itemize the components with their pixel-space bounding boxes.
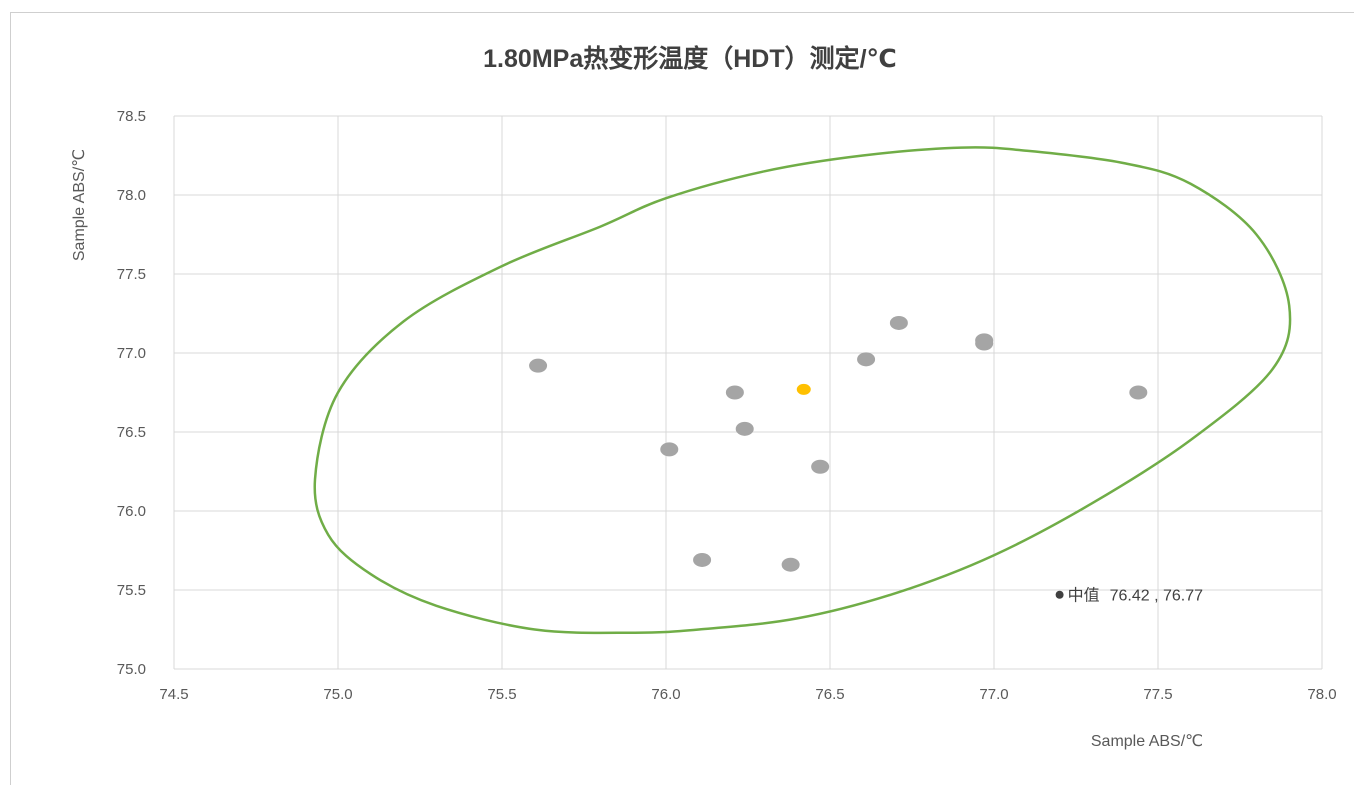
sample-point [889,315,908,330]
y-tick-label: 75.5 [117,582,146,599]
x-tick-label: 74.5 [159,686,188,703]
sample-point [857,352,876,367]
x-tick-label: 77.5 [1143,686,1172,703]
x-tick-label: 75.5 [487,686,516,703]
x-tick-label: 77.0 [979,686,1008,703]
y-tick-label: 75.0 [117,661,146,678]
confidence-ellipse [313,146,1292,635]
sample-point [660,442,679,457]
median-point [796,383,811,395]
y-tick-label: 78.0 [117,187,146,204]
sample-point [975,336,994,351]
median-annotation: 中值 76.42 , 76.77 [1055,587,1204,605]
sample-point [735,421,754,436]
x-axis-title: Sample ABS/℃ [1091,733,1203,750]
y-tick-label: 76.0 [117,503,146,520]
sample-point [781,557,800,572]
median-annotation-value: 76.42 , 76.77 [1110,588,1204,605]
series-layer [313,146,1292,635]
grid-lines [173,115,1323,670]
y-tick-label: 77.5 [117,266,146,283]
x-tick-label: 75.0 [323,686,352,703]
x-tick-label: 78.0 [1307,686,1336,703]
y-axis-ticks: 75.0 75.5 76.0 76.5 77.0 77.5 78.0 78.5 [117,108,146,678]
sample-point [693,552,712,567]
chart-title: 1.80MPa热变形温度（HDT）测定/℃ [483,44,897,73]
y-tick-label: 78.5 [117,108,146,125]
x-axis-ticks: 74.5 75.0 75.5 76.0 76.5 77.0 77.5 78.0 [159,686,1336,703]
median-annotation-label: 中值 [1068,587,1100,605]
x-tick-label: 76.0 [651,686,680,703]
chart-frame [10,12,1354,785]
y-tick-label: 76.5 [117,424,146,441]
x-tick-label: 76.5 [815,686,844,703]
sample-point [529,358,548,373]
y-axis-title: Sample ABS/℃ [71,149,88,261]
sample-point [1129,385,1148,400]
median-annotation-bullet [1055,590,1064,599]
sample-point [725,385,744,400]
sample-point [811,459,830,474]
y-tick-label: 77.0 [117,345,146,362]
